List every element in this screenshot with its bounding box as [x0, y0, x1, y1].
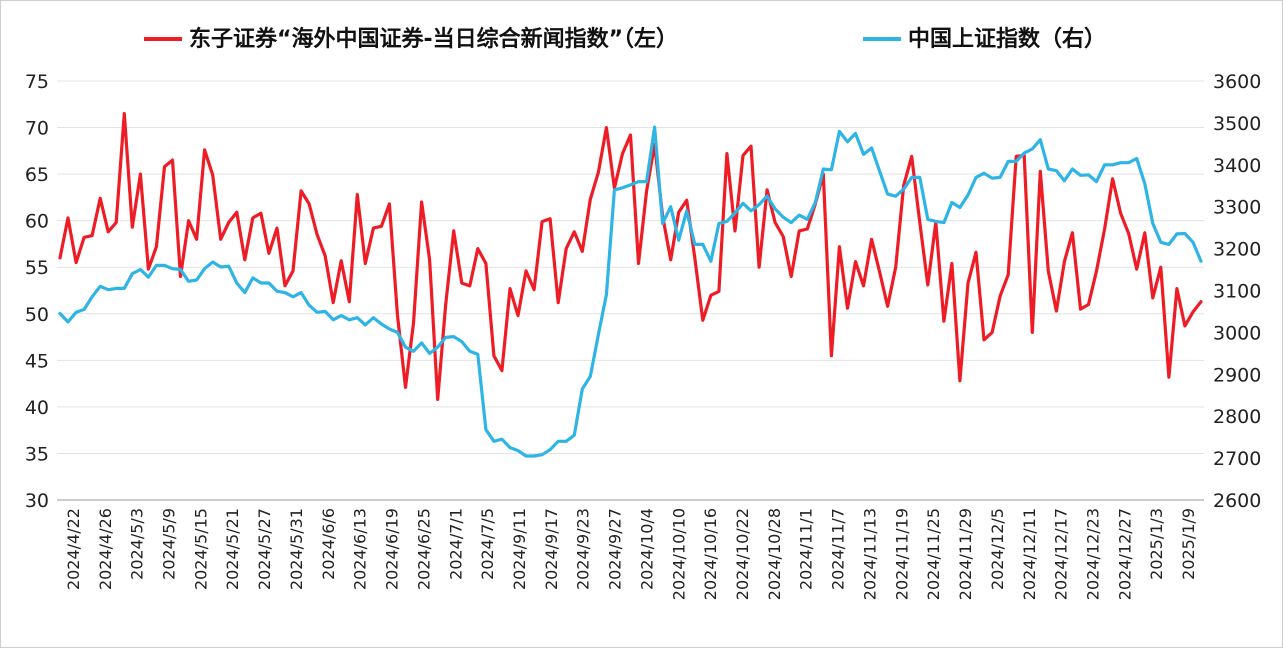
x-tick-label: 2024/5/3	[128, 508, 147, 580]
y-right-tick-label: 3000	[1213, 322, 1261, 344]
series-line-news-index	[58, 111, 1203, 401]
x-tick-label: 2024/6/25	[414, 508, 433, 590]
x-tick-label: 2024/11/1	[797, 508, 816, 590]
y-right-tick-label: 3100	[1213, 281, 1261, 303]
x-tick-label: 2024/9/23	[574, 508, 593, 590]
x-tick-label: 2024/10/28	[765, 508, 784, 600]
y-left-tick-label: 60	[25, 211, 49, 233]
x-tick-label: 2024/9/17	[542, 508, 561, 590]
y-left-tick-label: 70	[25, 118, 49, 140]
x-tick-label: 2024/9/27	[606, 508, 625, 590]
y-right-tick-label: 2900	[1213, 364, 1261, 386]
y-right-tick-label: 3500	[1213, 113, 1261, 135]
y-axis-right: 2600 2700 2800 2900 3000 3100 3200 3300 3400 3500…	[1213, 71, 1261, 512]
x-tick-label: 2024/5/31	[287, 508, 306, 590]
series-group	[58, 111, 1203, 458]
x-tick-label: 2024/11/29	[956, 508, 975, 600]
x-tick-label: 2024/12/17	[1052, 508, 1071, 600]
x-tick-label: 2024/7/5	[478, 508, 497, 580]
x-tick-label: 2024/11/25	[924, 508, 943, 600]
x-tick-label: 2024/5/15	[191, 508, 210, 590]
x-tick-label: 2024/6/6	[319, 508, 338, 580]
x-tick-label: 2024/4/26	[96, 508, 115, 590]
x-tick-label: 2024/11/19	[892, 508, 911, 600]
x-tick-label: 2024/5/27	[255, 508, 274, 590]
x-tick-label: 2024/12/11	[1020, 508, 1039, 600]
legend-label-shanghai-index: 中国上证指数（右）	[908, 26, 1106, 52]
y-left-tick-label: 65	[25, 164, 49, 186]
y-axis-left: 30 35 40 45 50 55 60 65 70 75	[25, 71, 49, 512]
y-right-tick-label: 3300	[1213, 197, 1261, 219]
legend: 东子证券“海外中国证券-当日综合新闻指数”（左） 中国上证指数（右）	[144, 26, 1106, 52]
y-right-tick-label: 2700	[1213, 448, 1261, 470]
x-tick-label: 2024/12/27	[1115, 508, 1134, 600]
x-tick-label: 2024/11/7	[829, 508, 848, 590]
y-left-tick-label: 75	[25, 71, 49, 93]
x-tick-label: 2024/5/21	[223, 508, 242, 590]
x-axis: 2024/4/22 2024/4/26 2024/5/3 2024/5/9 2024/5…	[57, 499, 1204, 600]
x-tick-label: 2024/9/11	[510, 508, 529, 590]
x-tick-label: 2024/10/22	[733, 508, 752, 600]
y-right-tick-label: 3400	[1213, 155, 1261, 177]
x-tick-label: 2025/1/3	[1147, 508, 1166, 580]
x-tick-label: 2024/5/9	[160, 508, 179, 580]
x-tick-label: 2025/1/9	[1179, 508, 1198, 580]
y-left-tick-label: 50	[25, 304, 49, 326]
x-tick-label: 2024/10/16	[701, 508, 720, 600]
y-left-tick-label: 45	[25, 350, 49, 372]
series-line-shanghai-index	[58, 125, 1203, 458]
x-tick-label: 2024/12/23	[1083, 508, 1102, 600]
x-tick-label: 2024/6/13	[351, 508, 370, 590]
y-right-tick-label: 2800	[1213, 406, 1261, 428]
x-tick-label: 2024/6/19	[383, 508, 402, 590]
y-left-tick-label: 30	[25, 490, 49, 512]
y-left-tick-label: 40	[25, 397, 49, 419]
y-left-tick-label: 35	[25, 443, 49, 465]
x-tick-label: 2024/11/13	[860, 508, 879, 600]
x-tick-label: 2024/4/22	[64, 508, 83, 590]
x-tick-label: 2024/7/1	[446, 508, 465, 580]
y-right-tick-label: 3200	[1213, 239, 1261, 261]
legend-label-news-index: 东子证券“海外中国证券-当日综合新闻指数”（左）	[189, 26, 678, 52]
x-tick-label: 2024/10/4	[637, 508, 656, 590]
x-tick-label: 2024/10/10	[669, 508, 688, 600]
y-right-tick-label: 3600	[1213, 71, 1261, 93]
x-tick-label: 2024/12/5	[988, 508, 1007, 590]
y-left-tick-label: 55	[25, 257, 49, 279]
y-right-tick-label: 2600	[1213, 490, 1261, 512]
